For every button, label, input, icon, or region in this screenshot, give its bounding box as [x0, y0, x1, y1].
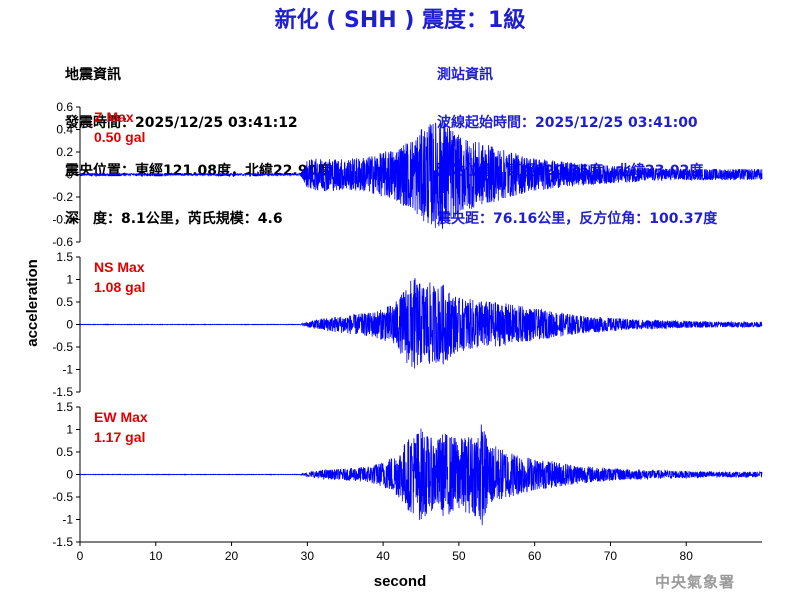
- y-tick-label: 0.2: [56, 145, 73, 159]
- y-tick-label: -0.2: [52, 190, 73, 204]
- y-tick-label: -1: [62, 513, 73, 527]
- y-tick-label: 0: [66, 168, 73, 182]
- x-tick-label: 20: [225, 549, 239, 563]
- x-axis-title: second: [374, 573, 427, 590]
- panel-max-value: 0.50 gal: [94, 129, 145, 145]
- panel-max-label: Z Max: [94, 109, 134, 125]
- x-tick-label: 50: [452, 549, 466, 563]
- x-tick-label: 60: [528, 549, 542, 563]
- y-tick-label: -1.5: [52, 535, 73, 549]
- x-tick-label: 80: [680, 549, 694, 563]
- quake-info-block: 地震資訊 發震時間：2025/12/25 03:41:12 震央位置：東經121…: [65, 35, 331, 243]
- y-tick-label: 0.5: [56, 295, 73, 309]
- epicentral-distance: 震央距：76.16公里，反方位角：100.37度: [437, 211, 718, 227]
- y-tick-label: -0.6: [52, 235, 73, 249]
- y-tick-label: 1: [66, 273, 73, 287]
- panel-max-value: 1.08 gal: [94, 279, 145, 295]
- panel-max-label: EW Max: [94, 409, 148, 425]
- station-info-heading: 測站資訊: [437, 67, 493, 83]
- x-tick-label: 70: [604, 549, 618, 563]
- y-tick-label: 0: [66, 468, 73, 482]
- x-tick-label: 40: [376, 549, 390, 563]
- waveform-trace-z: [79, 120, 763, 229]
- y-tick-label: -1.5: [52, 385, 73, 399]
- y-tick-label: 1.5: [56, 400, 73, 414]
- chart-title: 新化 ( SHH ) 震度：1級: [274, 8, 526, 33]
- y-tick-label: -0.5: [52, 340, 73, 354]
- y-axis-title: acceleration: [24, 259, 41, 347]
- waveform-trace-ns: [79, 278, 763, 369]
- x-tick-label: 30: [301, 549, 315, 563]
- quake-info-heading: 地震資訊: [65, 67, 121, 83]
- y-tick-label: 1.5: [56, 250, 73, 264]
- agency-watermark: 中央氣象署: [655, 573, 736, 591]
- waveform-trace-ew: [79, 424, 763, 526]
- y-tick-label: -1: [62, 363, 73, 377]
- x-tick-label: 0: [77, 549, 84, 563]
- y-tick-label: 0.5: [56, 445, 73, 459]
- depth-magnitude: 深 度：8.1公里，芮氏規模：4.6: [65, 211, 283, 227]
- y-tick-label: 0.4: [56, 123, 73, 137]
- y-tick-label: 0: [66, 318, 73, 332]
- x-tick-label: 10: [149, 549, 163, 563]
- origin-time: 發震時間：2025/12/25 03:41:12: [65, 115, 298, 131]
- panel-max-label: NS Max: [94, 259, 145, 275]
- panel-max-value: 1.17 gal: [94, 429, 145, 445]
- y-tick-label: 0.6: [56, 100, 73, 114]
- y-tick-label: 1: [66, 423, 73, 437]
- waveform-start-time: 波線起始時間：2025/12/25 03:41:00: [437, 115, 698, 131]
- y-tick-label: -0.4: [52, 213, 73, 227]
- y-tick-label: -0.5: [52, 490, 73, 504]
